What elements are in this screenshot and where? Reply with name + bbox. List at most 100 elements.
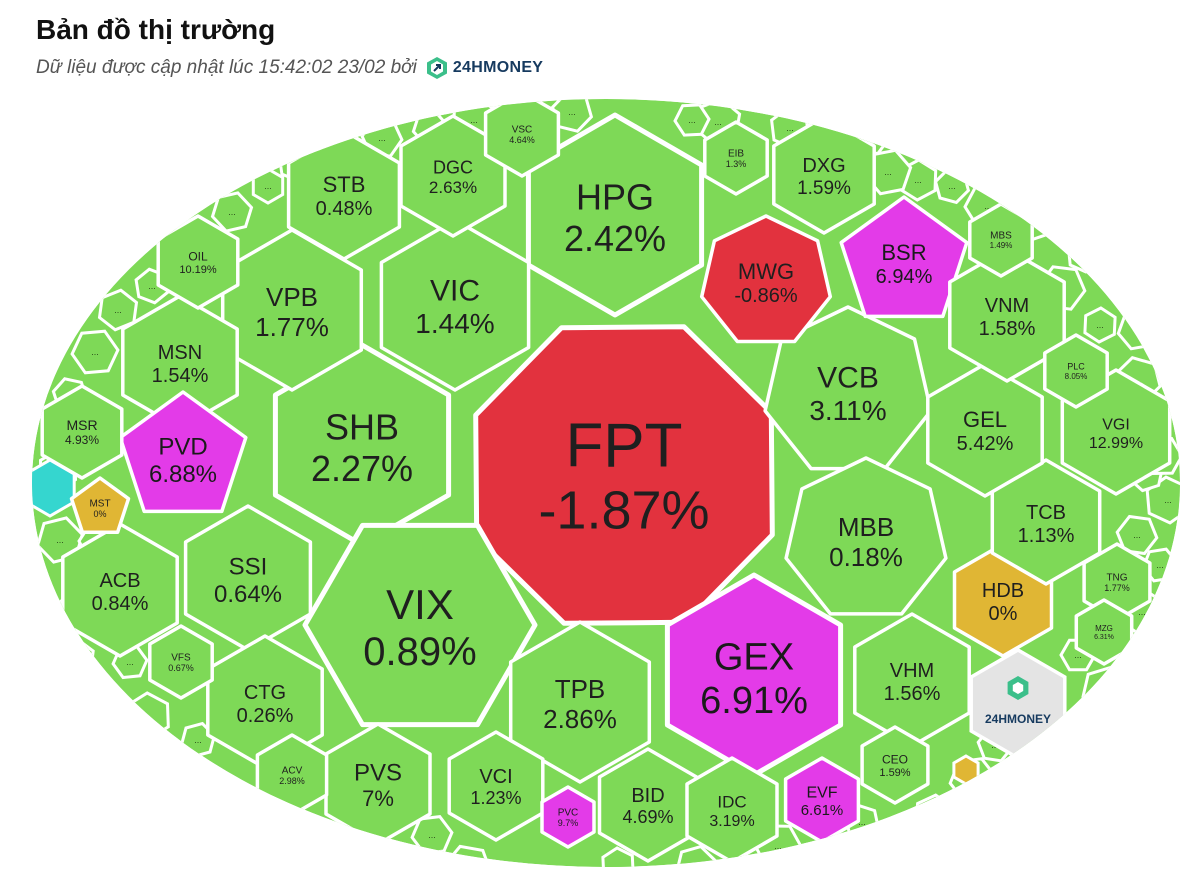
cell-symbol: MBB	[838, 512, 894, 542]
cell-change: 1.77%	[1104, 583, 1130, 593]
more-cell[interactable]: ...	[601, 846, 635, 882]
cell-change: 1.3%	[726, 159, 747, 169]
cell-symbol: GEL	[963, 407, 1007, 432]
cell-change: 1.58%	[979, 318, 1036, 340]
stock-cell-mwg[interactable]: MWG-0.86%	[699, 214, 833, 344]
more-cell[interactable]: ...	[126, 691, 170, 741]
more-cell[interactable]: ...	[251, 167, 285, 205]
more-label: ...	[68, 655, 76, 665]
cell-change: 6.91%	[700, 680, 808, 722]
cell-shape	[148, 624, 214, 700]
more-cell[interactable]: ...	[70, 329, 120, 375]
cell-symbol: VGI	[1102, 417, 1130, 434]
cell-symbol: PLC	[1067, 362, 1085, 372]
more-label: ...	[984, 201, 992, 211]
more-cell[interactable]: ...	[673, 103, 711, 137]
cell-symbol: DXG	[802, 155, 845, 177]
cell-change: 2.42%	[564, 218, 666, 259]
more-cell[interactable]: ...	[314, 826, 350, 864]
cell-change: 5.42%	[957, 433, 1014, 455]
more-cell[interactable]: ...	[242, 809, 290, 859]
cell-shape	[772, 115, 876, 235]
cell-shape	[860, 725, 930, 805]
cell-symbol: SHB	[325, 407, 399, 448]
more-label: ...	[884, 167, 892, 177]
cell-shape	[473, 324, 775, 626]
more-label: ...	[148, 281, 156, 291]
cell-symbol: PVS	[354, 760, 402, 787]
cell-shape	[118, 390, 248, 514]
cell-shape	[699, 214, 833, 344]
more-label: ...	[328, 840, 336, 850]
more-label: ...	[1142, 645, 1150, 655]
more-label: ...	[1133, 530, 1141, 540]
cell-shape	[69, 476, 131, 535]
cell-change: 7%	[362, 786, 394, 811]
more-cell[interactable]: ...	[1083, 306, 1117, 344]
cell-symbol: OIL	[188, 249, 208, 263]
cell-symbol: IDC	[717, 793, 746, 812]
more-cell[interactable]: ...	[914, 793, 954, 837]
cell-change: 0.18%	[829, 542, 903, 572]
more-cell[interactable]: ...	[1145, 475, 1189, 525]
more-label: ...	[91, 347, 99, 357]
more-cell[interactable]: ...	[82, 684, 126, 726]
cell-change: 0.84%	[92, 593, 149, 615]
watermark-text: 24HMONEY	[985, 712, 1051, 726]
stock-cell-fpt[interactable]: FPT-1.87%	[473, 324, 775, 626]
cell-change: 2.86%	[543, 704, 617, 734]
cell-change: 0.64%	[214, 581, 282, 608]
more-cell[interactable]: ...	[204, 778, 248, 818]
cell-symbol: TPB	[555, 674, 606, 704]
more-cell[interactable]: ...	[1066, 236, 1102, 274]
cell-symbol: TNG	[1106, 573, 1127, 584]
more-cell[interactable]: ...	[1081, 665, 1129, 715]
cell-symbol: BSR	[881, 240, 926, 265]
cell-change: 6.88%	[149, 461, 217, 488]
cell-change: 4.64%	[509, 135, 535, 145]
edge-cell[interactable]	[952, 754, 980, 786]
more-label: ...	[930, 810, 938, 820]
more-cell[interactable]: ...	[1125, 628, 1167, 672]
cell-change: 0.89%	[363, 630, 476, 674]
more-label: ...	[1134, 325, 1142, 335]
more-cell[interactable]: ...	[1048, 718, 1088, 762]
cell-change: 6.31%	[1094, 634, 1114, 641]
brand-logo[interactable]: 24HMONEY	[425, 56, 543, 80]
